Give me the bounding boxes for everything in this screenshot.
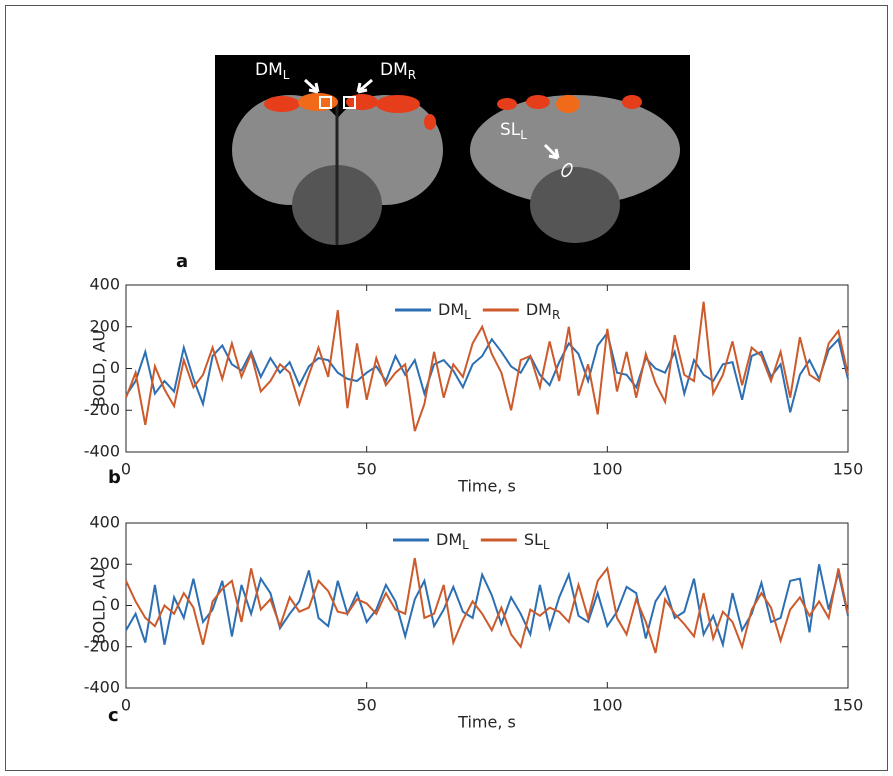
y-tick-label: -400 — [84, 678, 120, 697]
annotation-subscript: L — [520, 128, 527, 142]
legend-name: DM — [438, 300, 464, 319]
y-axis-label: BOLD, AU — [90, 330, 109, 407]
annotation-subscript: L — [283, 68, 290, 82]
plot-area — [126, 523, 848, 688]
legend-subscript: L — [464, 308, 471, 322]
figure: DML DMR SLL a -400-2000200400050100150Ti… — [0, 0, 893, 776]
x-axis-label: Time, s — [457, 713, 516, 732]
panel-label: b — [108, 467, 121, 488]
x-tick-label: 100 — [592, 460, 623, 479]
x-tick-label: 50 — [356, 460, 376, 479]
annotation-text: SL — [500, 120, 521, 140]
x-tick-label: 50 — [356, 696, 376, 715]
x-tick-label: 150 — [833, 696, 864, 715]
x-axis-label: Time, s — [457, 477, 516, 496]
legend-name: DM — [526, 300, 552, 319]
legend-name: DM — [436, 530, 462, 549]
annotation-text: DM — [255, 60, 283, 80]
brain-image — [215, 55, 690, 270]
x-tick-label: 100 — [592, 696, 623, 715]
legend-subscript: L — [462, 538, 469, 552]
y-axis-label: BOLD, AU — [90, 567, 109, 644]
y-tick-label: 0 — [110, 358, 120, 377]
legend-name: SL — [524, 530, 543, 549]
panel-label: c — [108, 705, 119, 726]
x-tick-label: 0 — [121, 696, 131, 715]
y-tick-label: 0 — [110, 595, 120, 614]
x-tick-label: 0 — [121, 460, 131, 479]
y-tick-label: 400 — [89, 513, 120, 532]
annotation-subscript: R — [408, 68, 416, 82]
x-tick-label: 150 — [833, 460, 864, 479]
y-tick-label: 400 — [89, 275, 120, 294]
legend-subscript: L — [543, 538, 550, 552]
annotation-text: DM — [380, 60, 408, 80]
page: {"image_panel": {"label": "a", "annotati… — [0, 0, 893, 776]
y-tick-label: -400 — [84, 442, 120, 461]
legend-subscript: R — [552, 308, 560, 322]
panel-label: a — [176, 251, 188, 272]
